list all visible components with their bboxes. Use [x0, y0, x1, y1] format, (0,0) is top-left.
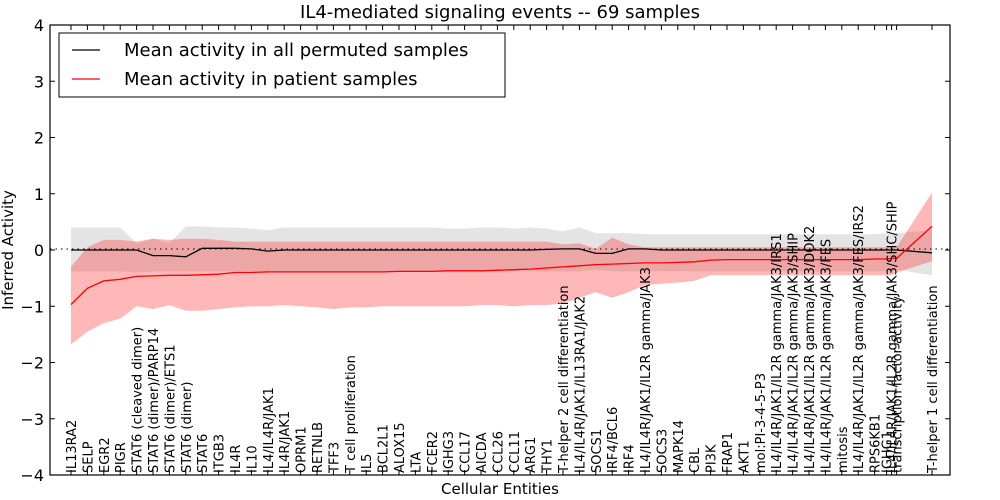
- y-tick-label: −3: [20, 410, 44, 429]
- x-tick-label: ALOX15: [393, 422, 408, 473]
- y-tick-label: −2: [20, 354, 44, 373]
- x-tick-label: BCL2L1: [377, 424, 392, 473]
- x-tick-label: T cell proliferation: [344, 355, 359, 474]
- x-tick-label: mitosis: [836, 426, 851, 473]
- x-tick-label: CCL26: [491, 431, 506, 473]
- y-tick-label: 4: [34, 16, 44, 35]
- x-tick-label: IL4/IL4R/JAK1/IL13RA1/JAK2: [573, 296, 588, 473]
- x-tick-label: PIGR: [114, 442, 129, 473]
- legend-label-permuted: Mean activity in all permuted samples: [124, 40, 468, 61]
- legend-frame: [58, 32, 506, 98]
- x-tick-label: CCL11: [508, 431, 523, 473]
- x-tick-label: STAT6 (dimer)/ETS1: [163, 345, 178, 473]
- x-tick-label: IL13RA2: [65, 420, 80, 473]
- x-tick-label: IL4/IL4R/JAK1/IL2R gamma/JAK3/SHIP: [787, 233, 802, 473]
- x-tick-label: AKT1: [737, 440, 752, 473]
- x-tick-label: SELP: [81, 441, 96, 473]
- x-tick-label: SOCS3: [655, 429, 670, 473]
- x-tick-label: TFF3: [327, 442, 342, 474]
- x-tick-label: IRF4/BCL6: [606, 407, 621, 473]
- y-tick-label: −1: [20, 297, 44, 316]
- x-tick-label: CCL17: [459, 431, 474, 473]
- series-line-patient: [70, 225, 933, 306]
- x-tick-label: CBL: [688, 447, 703, 473]
- x-tick-label: STAT6 (dimer): [180, 382, 195, 473]
- x-tick-label: T-helper 2 cell differentiation: [557, 285, 572, 474]
- x-tick-label: IL4R/JAK1: [278, 411, 293, 473]
- band-permuted: [71, 226, 932, 276]
- y-axis: 4 3 2 1 0 −1 −2 −3 −4: [20, 16, 950, 485]
- x-tick-label: IGHG3: [442, 431, 457, 473]
- x-tick-label: mol:PI-3-4-5-P3: [754, 373, 769, 473]
- y-tick-label: 0: [34, 241, 44, 260]
- x-tick-label: IL4/IL4R/JAK1/IL2R gamma/JAK3/FES: [819, 239, 834, 473]
- x-tick-label: IL5: [360, 454, 375, 473]
- series-line-permuted: [71, 247, 933, 258]
- x-tick-label: IL4/IL4R/JAK1/IL2R gamma/JAK3/DOK2: [803, 226, 818, 473]
- x-axis: IL13RA2 SELP EGR2 PIGR STAT6 (cleaved dimer)…: [65, 25, 941, 475]
- x-tick-label: THY1: [541, 439, 556, 474]
- x-tick-label: ITGB3: [213, 434, 228, 473]
- chart-title: IL4-mediated signaling events -- 69 samp…: [300, 2, 700, 23]
- x-tick-label: STAT6 (dimer)/PARP14: [147, 328, 162, 473]
- x-axis-label: Cellular Entities: [441, 480, 559, 498]
- x-tick-label: MAPK14: [672, 420, 687, 473]
- y-tick-label: 1: [34, 185, 44, 204]
- y-axis-label: Inferred Activity: [0, 190, 17, 310]
- series-lines: [70, 225, 933, 306]
- x-tick-label: IL4R: [229, 445, 244, 473]
- x-tick-label: RPS6KB1: [869, 414, 884, 473]
- legend: Mean activity in all permuted samples Me…: [58, 32, 506, 98]
- x-tick-label: IL10: [245, 445, 260, 473]
- x-tick-label: STAT6: [196, 434, 211, 473]
- y-tick-label: 2: [34, 129, 44, 148]
- x-tick-label: IRF4: [623, 444, 638, 473]
- band-patient: [71, 192, 932, 345]
- confidence-bands: [71, 192, 932, 345]
- x-tick-label: transcription factor activity: [891, 296, 906, 473]
- x-tick-label: AICDA: [475, 432, 490, 473]
- x-tick-label: IL4/IL4R/JAK1: [262, 387, 277, 473]
- x-tick-label: IL4/IL4R/JAK1/IL2R gamma/JAK3/IRS1: [770, 233, 785, 473]
- x-tick-label: ARG1: [524, 437, 539, 473]
- x-tick-label: FCER2: [426, 431, 441, 473]
- x-tick-label: PI3K: [705, 444, 720, 473]
- y-tick-label: −4: [20, 466, 44, 485]
- x-tick-label: IGHG1: [881, 431, 896, 473]
- x-tick-label: RETNLB: [311, 422, 326, 473]
- x-tick-label: IL4/IL4R/JAK1/IL2R gamma/JAK3: [639, 267, 654, 473]
- y-tick-label: 3: [34, 72, 44, 91]
- x-tick-label: IL4/IL4R/JAK1/IL2R gamma/JAK3/SHC/SHIP: [886, 201, 901, 473]
- x-tick-label: STAT6 (cleaved dimer): [131, 327, 146, 473]
- x-tick-label: OPRM1: [295, 426, 310, 473]
- x-tick-label: T-helper 1 cell differentiation: [926, 285, 941, 474]
- legend-label-patient: Mean activity in patient samples: [124, 69, 418, 90]
- x-tick-label: EGR2: [98, 437, 113, 473]
- x-tick-label: SOCS1: [590, 429, 605, 473]
- x-tick-label: LTA: [409, 452, 424, 473]
- x-tick-label: IL4/IL4R/JAK1/IL2R gamma/JAK3/FES/IRS2: [852, 205, 867, 473]
- x-tick-label: FRAP1: [721, 432, 736, 473]
